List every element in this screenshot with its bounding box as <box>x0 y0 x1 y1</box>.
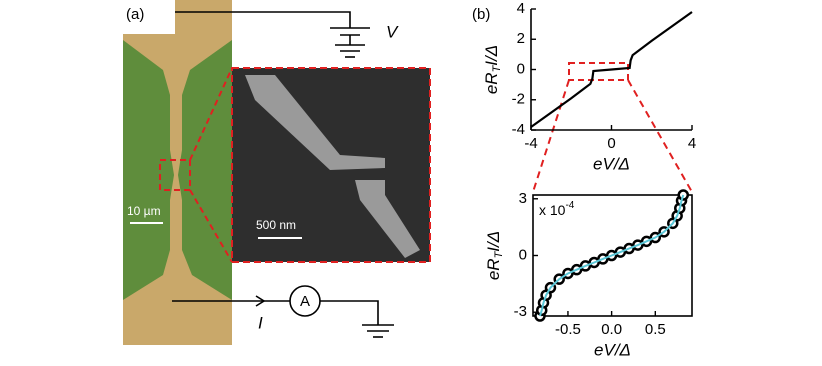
zoom-box <box>568 62 629 81</box>
y-tick-label: 0 <box>517 60 525 77</box>
multiplier-base: x 10 <box>539 202 566 218</box>
current-label: I <box>258 313 263 332</box>
y-axis-label: eRTI/Δ <box>484 231 504 280</box>
zoom-line <box>627 79 693 193</box>
scale-label: 10 µm <box>127 204 161 218</box>
x-axis-label: eV/Δ <box>594 340 631 359</box>
y-axis-label-part: eR <box>482 72 501 94</box>
x-axis-label: eV/Δ <box>593 154 630 173</box>
y-tick-label: 3 <box>519 190 527 207</box>
y-axis-label-part: I/Δ <box>482 45 501 66</box>
x-tick-label: -0.5 <box>555 321 581 338</box>
y-axis-label: eRTI/Δ <box>482 45 502 94</box>
zoom-line <box>532 79 570 193</box>
y-axis-label-part: eR <box>484 258 503 280</box>
sem-electrode <box>245 75 385 170</box>
y-axis-label-part: I/Δ <box>484 231 503 252</box>
x-tick-label: 0 <box>607 135 615 152</box>
x-tick-label: -4 <box>524 135 537 152</box>
y-tick-label: 2 <box>517 30 525 47</box>
y-tick-label: -2 <box>512 91 525 108</box>
y-axis-label-part: T <box>493 250 505 258</box>
scale-label: 500 nm <box>256 218 296 232</box>
x-tick-label: 0.0 <box>601 321 622 338</box>
electrode <box>123 0 232 345</box>
x-tick-label: 0.5 <box>645 321 666 338</box>
ammeter-label: A <box>300 293 310 310</box>
label-bg <box>123 0 175 34</box>
y-axis-label-part: T <box>491 64 503 72</box>
sem-electrode <box>355 180 420 258</box>
multiplier: x 10-4 <box>539 200 575 218</box>
zoom-line <box>189 189 233 263</box>
data-line <box>530 11 693 128</box>
y-tick-label: 4 <box>517 0 525 17</box>
panel-label: (b) <box>472 6 490 23</box>
y-tick-label: -4 <box>512 121 525 138</box>
zoom-line <box>189 67 233 161</box>
circuit <box>172 11 394 338</box>
voltage-label: V <box>386 22 399 41</box>
y-tick-label: 0 <box>519 246 527 263</box>
x-tick-label: 4 <box>688 135 696 152</box>
y-tick-label: -3 <box>514 303 527 320</box>
panel-label: (a) <box>126 6 144 23</box>
multiplier-exp: -4 <box>565 200 574 211</box>
fit-line <box>539 194 685 317</box>
zoom-box <box>159 159 191 191</box>
